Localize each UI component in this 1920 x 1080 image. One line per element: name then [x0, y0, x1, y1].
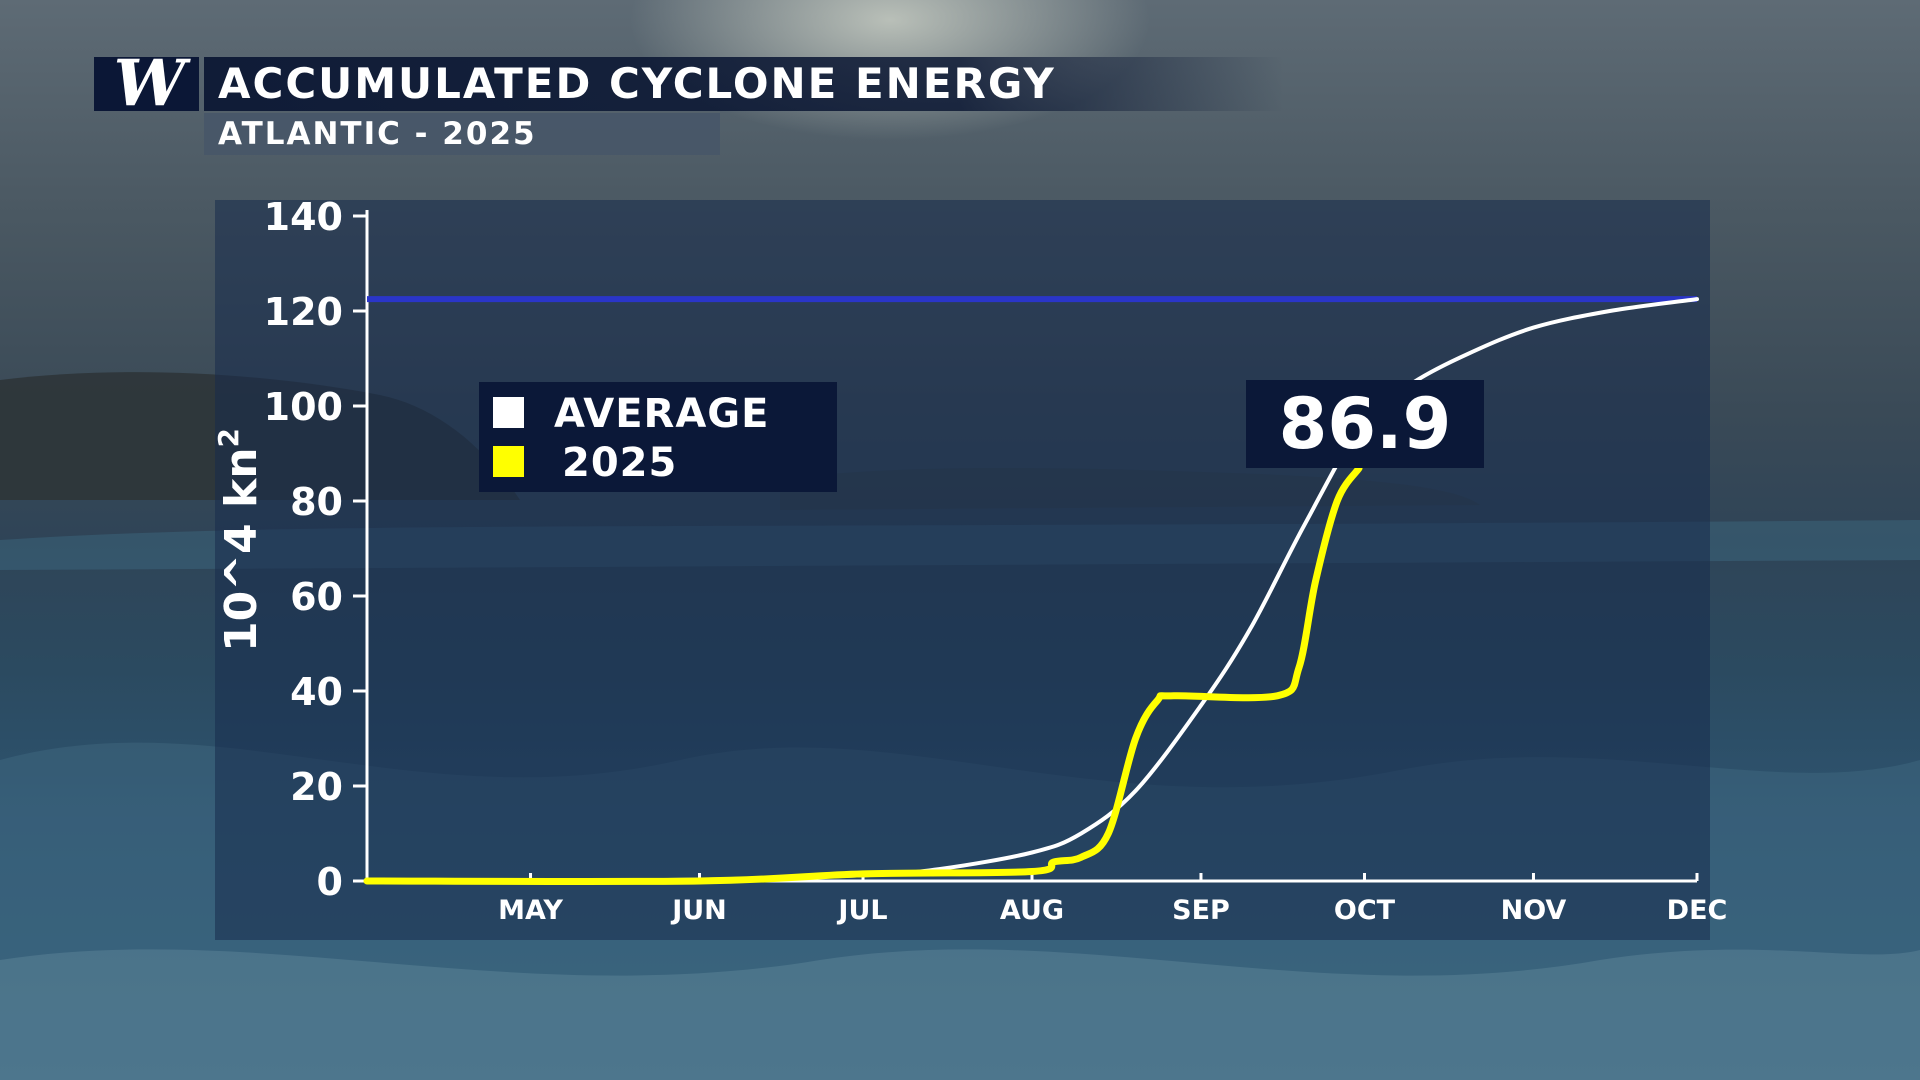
y-tick-label: 80 [290, 480, 343, 524]
surf-foam [0, 949, 1920, 1080]
legend-swatch-average [493, 397, 524, 428]
legend-label-2025: 2025 [562, 440, 678, 486]
x-tick-label: NOV [1501, 895, 1567, 926]
plot-panel [215, 200, 1710, 940]
y-tick-label: 60 [290, 575, 343, 619]
legend-label-average: AVERAGE [554, 391, 770, 437]
current-value-callout: 86.9 [1246, 380, 1484, 468]
title-bar [204, 57, 1284, 111]
tick-label-layer: 0 20 40 60 80 100 120 140 MAY JUN JUL AUG SEP OCT NOV D… [212, 195, 1727, 926]
y-tick-label: 140 [264, 195, 343, 239]
x-tick-label: JUN [670, 895, 727, 926]
series-layer [363, 297, 1699, 886]
y-tick-label: 0 [317, 860, 343, 904]
weather-nation-logo: W [94, 52, 199, 116]
y-tick-label: 100 [264, 385, 343, 429]
x-tick-label: JUL [836, 895, 887, 926]
x-tick-label: SEP [1172, 895, 1230, 926]
x-tick-label: AUG [1000, 895, 1064, 926]
page-title: ACCUMULATED CYCLONE ENERGY [218, 59, 1056, 108]
series-line-2025 [363, 464, 1363, 886]
logo-letter: W [113, 46, 186, 121]
x-tick-label: MAY [498, 895, 563, 926]
y-tick-label: 120 [264, 290, 343, 334]
y-tick-label: 20 [290, 765, 343, 809]
x-tick-label: OCT [1334, 895, 1396, 926]
axes-layer [353, 210, 1699, 883]
x-tick-label: DEC [1667, 895, 1728, 926]
page-subtitle: ATLANTIC - 2025 [218, 116, 537, 152]
y-axis-label: 10^4 kn2 [212, 428, 267, 652]
subtitle-bar [204, 113, 720, 155]
y-tick-label: 40 [290, 670, 343, 714]
legend-swatch-2025 [493, 446, 524, 477]
chart-legend: AVERAGE 2025 [479, 382, 837, 492]
